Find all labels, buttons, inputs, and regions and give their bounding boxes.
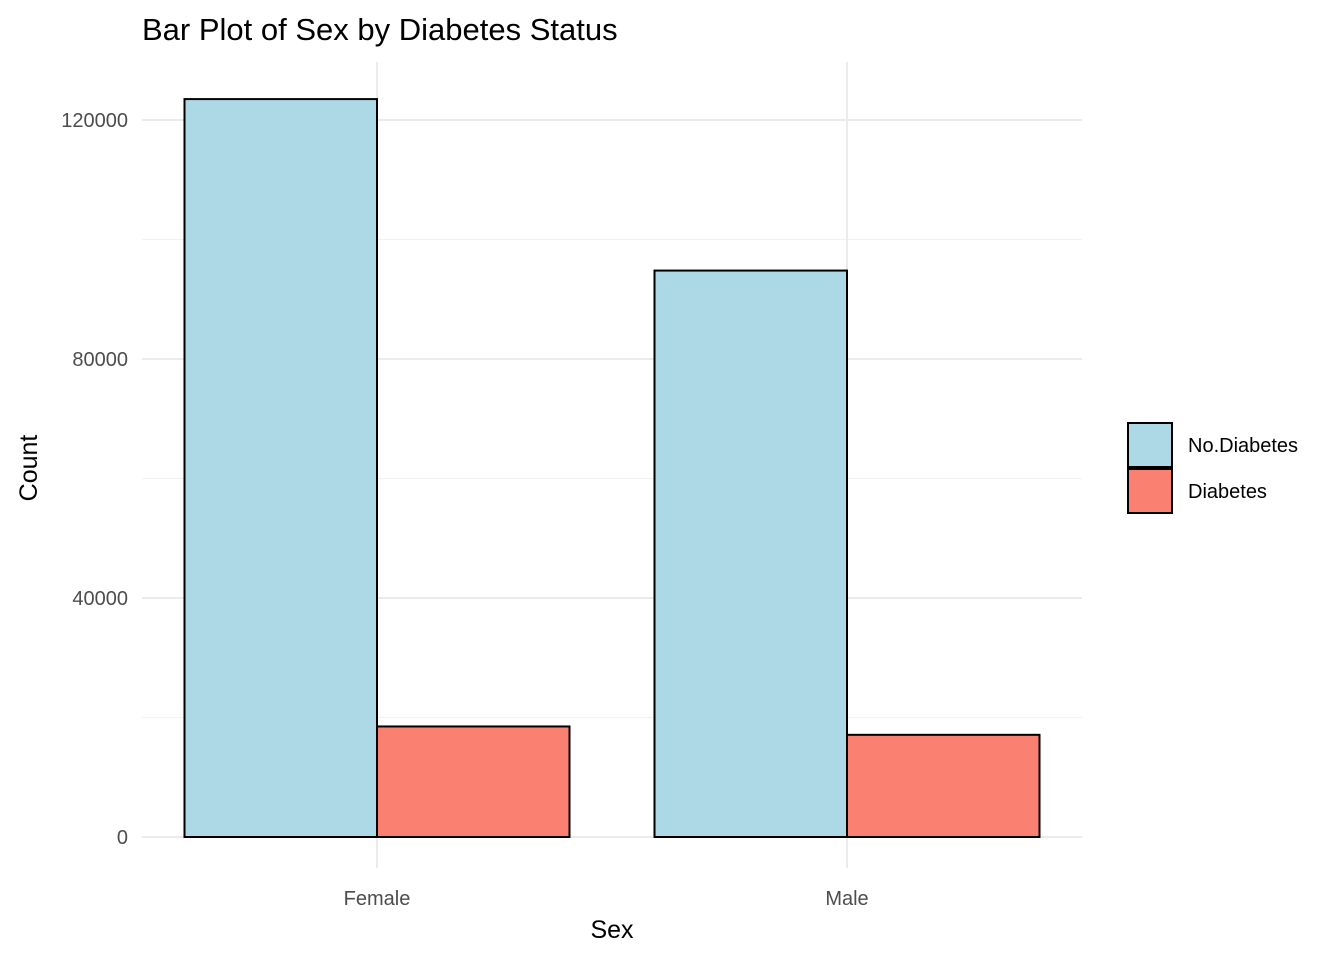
y-tick-label: 40000	[72, 588, 128, 610]
y-tick-label: 0	[117, 827, 128, 849]
bar-female-no-diabetes	[183, 98, 378, 838]
legend-key-diabetes	[1127, 468, 1173, 514]
y-axis-ticks: 0 40000 80000 120000	[61, 110, 128, 849]
bar-female-diabetes	[376, 725, 571, 839]
bars	[183, 98, 1041, 839]
legend-label: Diabetes	[1188, 481, 1267, 503]
x-axis-title: Sex	[590, 916, 634, 944]
bar-male-diabetes	[846, 733, 1041, 839]
chart-title: Bar Plot of Sex by Diabetes Status	[142, 12, 618, 47]
y-axis-title: Count	[15, 435, 43, 502]
legend: No.Diabetes Diabetes	[1127, 422, 1298, 514]
y-tick-label: 120000	[61, 110, 128, 132]
bar-male-no-diabetes	[653, 269, 848, 838]
legend-label: No.Diabetes	[1188, 435, 1298, 457]
x-tick-label: Male	[825, 888, 868, 910]
y-tick-label: 80000	[72, 349, 128, 371]
x-tick-label: Female	[344, 888, 411, 910]
x-axis-ticks: Female Male	[344, 888, 869, 910]
legend-key-no-diabetes	[1127, 422, 1173, 468]
